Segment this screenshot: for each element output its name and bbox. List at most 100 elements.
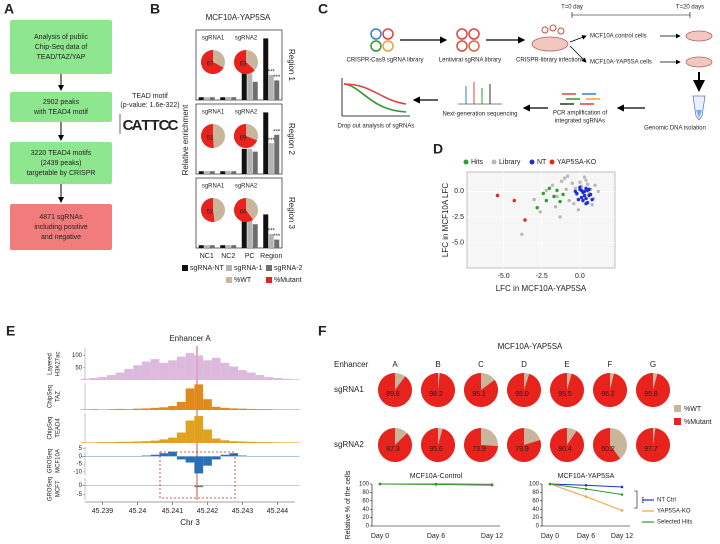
bar <box>198 245 204 248</box>
track-bar <box>203 399 212 410</box>
bar <box>274 239 280 248</box>
workflow-label: Drop out analysis of sgRNAs <box>338 124 415 130</box>
pie-label: sgRNA1 <box>202 184 225 190</box>
flow-box <box>10 92 112 122</box>
bar <box>252 224 258 248</box>
point <box>548 482 552 486</box>
pie-value: 95.6 <box>429 446 443 453</box>
significance: *** <box>273 129 281 135</box>
y-tick-label: 0 <box>79 483 83 489</box>
x-tick-label: 0.0 <box>575 273 585 280</box>
pie-value: 67 <box>207 62 214 68</box>
row-header: Enhancer <box>334 360 369 369</box>
scatter-point <box>576 197 581 202</box>
legend-swatch <box>226 277 232 283</box>
track-bar <box>220 362 230 380</box>
track-bar <box>141 441 151 443</box>
scatter-point <box>553 205 558 209</box>
track-bar <box>229 441 239 443</box>
scatter-point <box>567 198 571 203</box>
scatter-point <box>573 189 578 194</box>
pie-label: sgRNA2 <box>235 184 258 190</box>
track-bar <box>281 378 291 380</box>
track-bar <box>255 409 265 410</box>
scatter-point <box>538 210 542 214</box>
legend-label: sgRNA-NT <box>190 265 225 272</box>
track-bar <box>141 408 151 410</box>
track-bar <box>264 442 274 443</box>
scatter-point <box>582 175 587 179</box>
legend-marker <box>491 159 497 165</box>
bar <box>204 245 210 248</box>
scatter-point <box>570 181 574 185</box>
x-tick-label: PC <box>245 253 255 260</box>
track-bar <box>290 379 300 380</box>
column-label: G <box>650 360 656 369</box>
scatter-point <box>544 188 549 193</box>
x-tick-label: -2.5 <box>536 273 548 280</box>
track-bar <box>133 365 142 380</box>
pie-slice <box>378 373 413 408</box>
bar <box>225 245 231 248</box>
flow-text: TEAD/TAZ/YAP <box>37 54 86 61</box>
legend-label: Selected Hits <box>657 520 692 526</box>
pie-slice <box>507 373 542 408</box>
pie-label: sgRNA2 <box>235 110 258 116</box>
pie-value: 89.8 <box>386 391 400 398</box>
pie-slice <box>593 372 627 407</box>
track-bar <box>238 455 247 457</box>
column-label: B <box>435 360 440 369</box>
track-bar <box>194 355 204 380</box>
legend-label: %WT <box>684 406 702 413</box>
bar <box>241 72 247 100</box>
x-tick-label: Day 6 <box>577 533 595 540</box>
motif-letter: A <box>132 117 143 134</box>
y-tick-label: 60 <box>362 498 369 504</box>
bar <box>252 81 258 100</box>
scatter-point <box>495 193 500 198</box>
panel-letter: F <box>318 323 327 339</box>
track-label: TEAD4 <box>56 418 62 438</box>
x-tick-label: -5.0 <box>498 273 510 280</box>
legend-label: YAP5SA-KO <box>557 159 597 166</box>
y-tick-label: 40 <box>532 507 539 513</box>
track-bar <box>194 416 204 443</box>
pie-value: 95.5 <box>558 391 572 398</box>
bar <box>263 112 269 174</box>
pie-value: 98.2 <box>429 391 443 398</box>
chart-title: MCF10A-YAP5SA <box>558 473 615 480</box>
bar <box>252 151 258 174</box>
scatter-point <box>579 188 584 193</box>
pie-slice <box>550 373 584 408</box>
x-tick-label: Day 12 <box>481 533 503 540</box>
track-bar <box>281 409 291 410</box>
x-tick-label: 45.244 <box>267 508 289 515</box>
track-bar <box>159 439 169 443</box>
bar <box>231 245 237 248</box>
scatter-point <box>562 176 567 180</box>
pie-value: 87.3 <box>386 446 400 453</box>
region-label: Region 3 <box>287 197 296 230</box>
track-bar <box>141 455 151 457</box>
workflow-label: CRISPR-library infections <box>516 58 584 64</box>
flow-text: Analysis of public <box>34 34 89 41</box>
scatter-point <box>581 198 585 203</box>
sig-bracket <box>634 490 638 509</box>
pie-value: 79.9 <box>515 446 529 453</box>
scatter-point <box>578 185 582 190</box>
scatter-point <box>590 197 594 202</box>
motif-letter: T <box>141 117 150 134</box>
chart-title: MCF10A-YAP5SA <box>206 13 271 22</box>
x-tick-label: Region <box>260 253 282 260</box>
scatter-point <box>579 195 584 200</box>
flow-text: targetable by CRISPR <box>27 170 96 177</box>
scatter-point <box>593 183 597 187</box>
panel-letter: D <box>433 141 443 157</box>
track-bar <box>185 456 195 463</box>
pie-slice <box>420 428 455 463</box>
track-bar <box>203 456 212 466</box>
pie-value: 51 <box>207 136 214 142</box>
x-tick-label: Day 0 <box>541 533 559 540</box>
track-bar <box>98 377 107 380</box>
track-bar <box>229 366 239 380</box>
